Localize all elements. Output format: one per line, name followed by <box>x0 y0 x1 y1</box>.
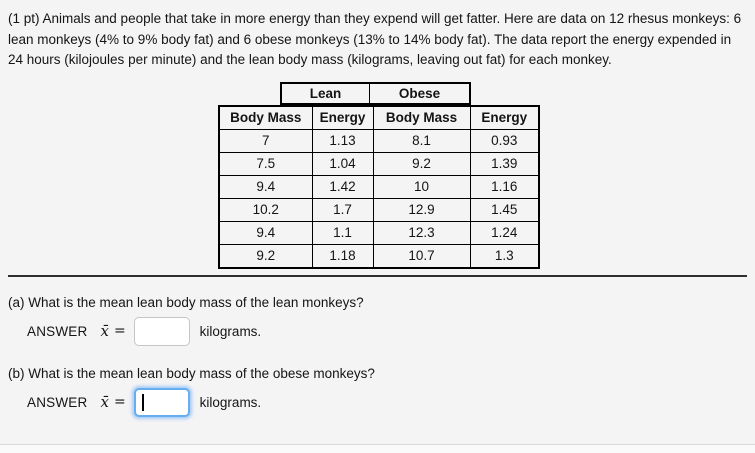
equals-sign: = <box>113 323 126 339</box>
table-cell: 1.42 <box>311 174 374 199</box>
xbar-symbol: x̄ <box>100 393 109 411</box>
table-cell: 1.7 <box>311 197 374 222</box>
answer-row-b: ANSWER x̄ = kilograms. <box>27 387 747 417</box>
table-cell: 1.39 <box>469 151 540 176</box>
table-cell: 1.16 <box>469 174 540 199</box>
data-table-area: Lean Obese Body Mass Energy Body Mass En… <box>218 81 747 269</box>
table-cell: 9.4 <box>218 174 313 199</box>
section-divider <box>8 274 747 277</box>
table-row: 9.4 1.42 10 1.16 <box>218 174 540 199</box>
table-row: 7.5 1.04 9.2 1.39 <box>218 151 540 176</box>
column-header-obese-body-mass: Body Mass <box>372 105 471 130</box>
unit-label: kilograms. <box>199 323 262 339</box>
text-cursor <box>141 393 144 411</box>
table-cell: 1.18 <box>311 243 374 268</box>
answer-input-a[interactable] <box>133 316 190 346</box>
table-row: 7 1.13 8.1 0.93 <box>218 128 540 153</box>
table-cell: 1.04 <box>311 151 374 176</box>
xbar-symbol: x̄ <box>100 322 109 340</box>
table-cell: 12.9 <box>372 197 471 222</box>
table-cell: 9.2 <box>372 151 471 176</box>
problem-statement: (1 pt) Animals and people that take in m… <box>8 11 742 67</box>
data-table: Body Mass Energy Body Mass Energy 7 1.13… <box>218 104 540 269</box>
table-cell: 8.1 <box>372 128 471 153</box>
column-header-lean-body-mass: Body Mass <box>218 105 313 130</box>
table-cell: 1.24 <box>469 220 540 245</box>
table-cell: 10 <box>372 174 471 199</box>
table-cell: 10.7 <box>372 243 471 268</box>
table-cell: 9.4 <box>218 220 313 245</box>
table-cell: 7.5 <box>218 151 313 176</box>
unit-label: kilograms. <box>199 394 262 410</box>
table-row: 10.2 1.7 12.9 1.45 <box>218 197 540 222</box>
table-cell: 1.3 <box>469 243 540 268</box>
question-a-prompt: (a) What is the mean lean body mass of t… <box>8 294 364 310</box>
equals-sign: = <box>113 394 126 410</box>
table-row: 9.2 1.18 10.7 1.3 <box>218 243 540 268</box>
table-header-row: Body Mass Energy Body Mass Energy <box>218 105 540 130</box>
table-cell: 7 <box>218 128 313 153</box>
column-header-lean-energy: Energy <box>311 105 374 130</box>
table-cell: 10.2 <box>218 197 313 222</box>
table-cell: 12.3 <box>372 220 471 245</box>
answer-row-a: ANSWER x̄ = kilograms. <box>27 316 747 346</box>
table-cell: 1.1 <box>311 220 374 245</box>
table-cell: 9.2 <box>218 243 313 268</box>
answer-input-b[interactable] <box>133 387 190 417</box>
answer-label: ANSWER <box>27 394 88 410</box>
column-header-obese-energy: Energy <box>469 105 540 130</box>
table-cell: 0.93 <box>469 128 540 153</box>
question-b-prompt: (b) What is the mean lean body mass of t… <box>8 365 375 381</box>
question-b: (b) What is the mean lean body mass of t… <box>8 365 747 417</box>
table-group-header-obese: Obese <box>398 85 441 101</box>
question-a: (a) What is the mean lean body mass of t… <box>8 294 747 346</box>
table-cell: 1.13 <box>311 128 374 153</box>
answer-label: ANSWER <box>27 323 88 339</box>
table-group-header-lean: Lean <box>282 83 370 103</box>
table-row: 9.4 1.1 12.3 1.24 <box>218 220 540 245</box>
table-group-header-row: Lean Obese <box>280 81 471 105</box>
table-cell: 1.45 <box>469 197 540 222</box>
